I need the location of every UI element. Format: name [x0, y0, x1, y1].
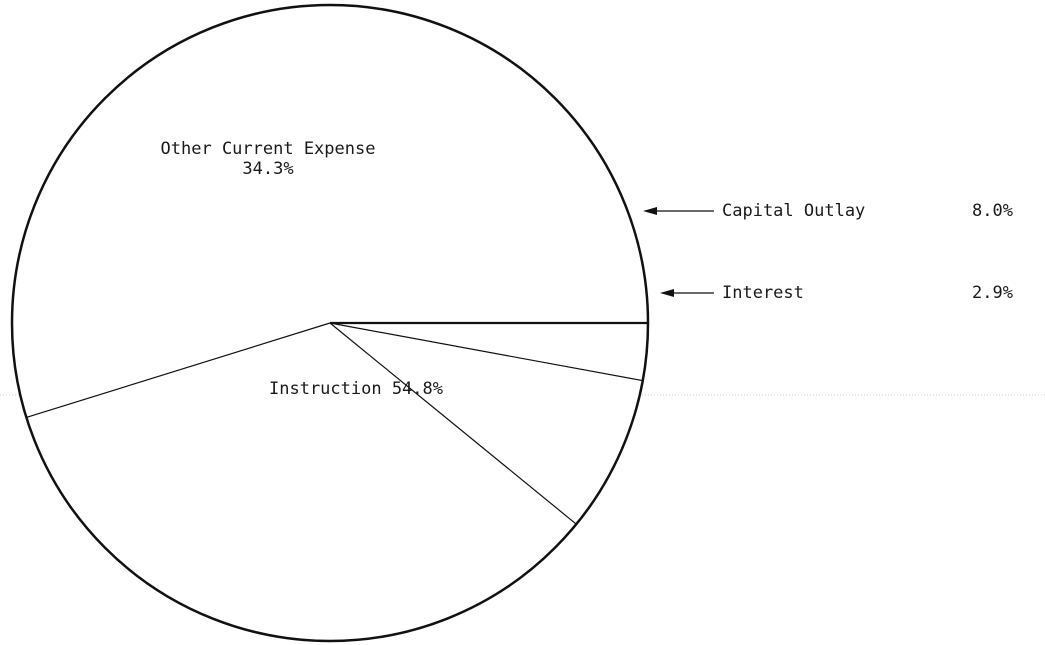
slice-label-other-current-expense-value: 34.3%: [242, 159, 293, 179]
pie-slice-other-current-expense: [26, 323, 577, 641]
callout-value-interest: 2.9%: [972, 283, 1013, 303]
arrow-head-icon: [660, 289, 674, 297]
slice-label-instruction: Instruction 54.8%: [269, 379, 443, 399]
callout-value-capital-outlay: 8.0%: [972, 201, 1013, 221]
arrow-head-icon: [643, 207, 657, 215]
pie-outline: [10, 3, 650, 643]
callout-label-capital-outlay: Capital Outlay: [722, 201, 865, 221]
callout-interest: Interest 2.9%: [660, 283, 1013, 303]
pie-slice-capital-outlay: [330, 323, 643, 525]
callout-capital-outlay: Capital Outlay 8.0%: [643, 201, 1013, 221]
pie-radius-line: [26, 322, 331, 419]
callout-label-interest: Interest: [722, 283, 804, 303]
pie-radii: [26, 321, 648, 525]
pie-radius-line: [329, 322, 643, 382]
pie-radius-line: [329, 322, 577, 525]
pie-slices: [11, 4, 648, 641]
pie-slice-instruction: [11, 4, 648, 418]
slice-label-other-current-expense-name: Other Current Expense: [161, 139, 376, 159]
